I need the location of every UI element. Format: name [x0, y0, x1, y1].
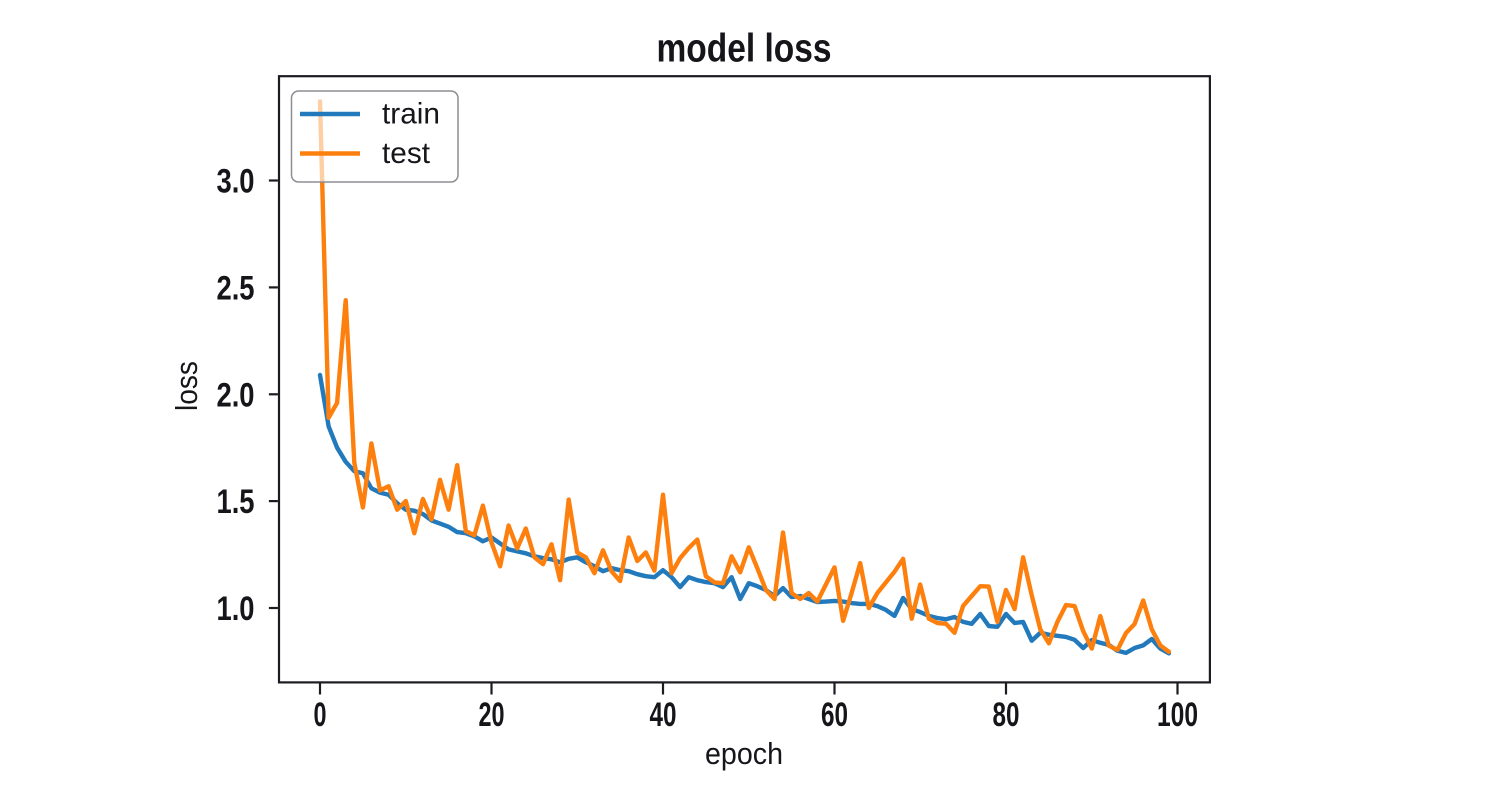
svg-text:loss: loss: [169, 361, 204, 411]
svg-text:0: 0: [314, 696, 327, 734]
svg-text:2.0: 2.0: [217, 376, 255, 414]
svg-text:train: train: [382, 97, 440, 130]
svg-text:60: 60: [821, 696, 848, 734]
svg-text:1.0: 1.0: [217, 590, 255, 628]
svg-text:20: 20: [479, 696, 505, 734]
svg-text:3.0: 3.0: [217, 163, 255, 201]
svg-text:100: 100: [1157, 696, 1198, 734]
svg-text:40: 40: [650, 696, 677, 734]
svg-text:2.5: 2.5: [217, 269, 255, 307]
svg-text:model loss: model loss: [657, 26, 832, 70]
svg-text:test: test: [382, 137, 431, 170]
svg-text:1.5: 1.5: [217, 483, 255, 521]
svg-text:epoch: epoch: [705, 736, 783, 771]
svg-text:80: 80: [993, 696, 1020, 734]
